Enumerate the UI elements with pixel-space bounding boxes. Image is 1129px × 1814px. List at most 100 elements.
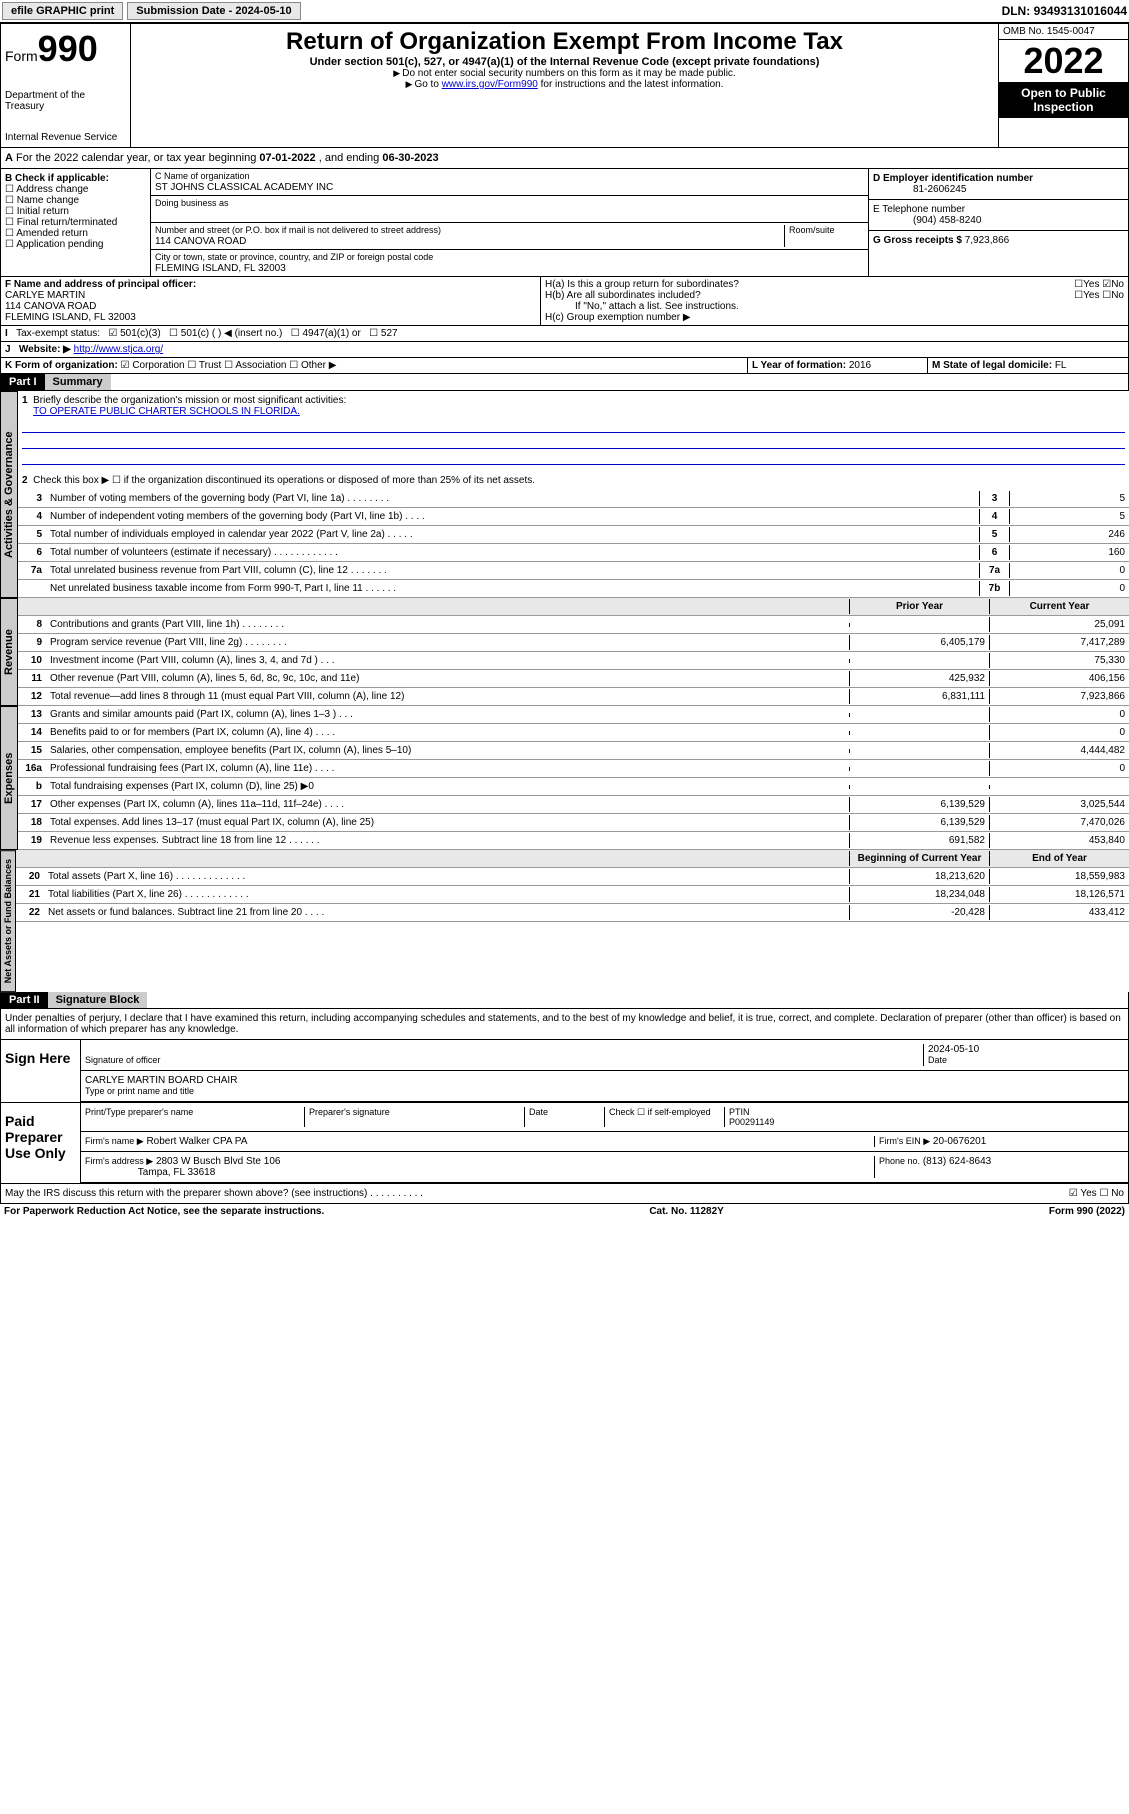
b-addr-change[interactable]: ☐ Address change (5, 184, 88, 195)
firm-name: Robert Walker CPA PA (146, 1136, 247, 1147)
gov-row: 3Number of voting members of the governi… (18, 490, 1129, 508)
k-other[interactable]: Other ▶ (301, 360, 336, 371)
phone-label: Phone no. (879, 1156, 920, 1166)
discuss-no[interactable]: No (1111, 1188, 1124, 1199)
b-name-change[interactable]: ☐ Name change (5, 195, 79, 206)
discuss-text: May the IRS discuss this return with the… (5, 1188, 1069, 1199)
instr2-link[interactable]: www.irs.gov/Form990 (442, 79, 538, 90)
i-501c3[interactable]: 501(c)(3) (120, 328, 161, 339)
section-fh: F Name and address of principal officer:… (0, 277, 1129, 326)
firm-ein-label: Firm's EIN ▶ (879, 1136, 930, 1146)
subdate-btn[interactable]: Submission Date - 2024-05-10 (127, 2, 300, 20)
line2: 2 Check this box ▶ ☐ if the organization… (18, 471, 1129, 490)
exp-row: 15Salaries, other compensation, employee… (18, 742, 1129, 760)
part2-title: Signature Block (48, 992, 148, 1008)
i-501c[interactable]: 501(c) ( ) ◀ (insert no.) (181, 328, 283, 339)
f-name: CARLYE MARTIN (5, 290, 85, 301)
c-city: FLEMING ISLAND, FL 32003 (155, 263, 286, 274)
section-klm: K Form of organization: ☑ Corporation ☐ … (0, 358, 1129, 374)
dln-label: DLN: (1002, 4, 1034, 18)
period-mid: , and ending (316, 152, 383, 164)
ptin: P00291149 (729, 1117, 774, 1127)
col-current: Current Year (989, 599, 1129, 614)
firm-addr2: Tampa, FL 33618 (138, 1167, 215, 1178)
c-city-label: City or town, state or province, country… (155, 252, 433, 262)
exp-row: 18Total expenses. Add lines 13–17 (must … (18, 814, 1129, 832)
ptin-label: PTIN (729, 1107, 750, 1117)
part1-num: Part I (1, 374, 45, 390)
k-assoc[interactable]: Association (235, 360, 286, 371)
b4: Amended return (16, 228, 88, 239)
col-begin: Beginning of Current Year (849, 851, 989, 866)
period-row: A For the 2022 calendar year, or tax yea… (0, 148, 1129, 169)
period-end: 06-30-2023 (382, 152, 438, 164)
exp-row: 13Grants and similar amounts paid (Part … (18, 706, 1129, 724)
rev-hdr: Prior YearCurrent Year (18, 598, 1129, 616)
part2-num: Part II (1, 992, 48, 1008)
sign-here-block: Sign Here Signature of officer2024-05-10… (0, 1040, 1129, 1103)
dept-label: Department of the Treasury (5, 90, 126, 112)
period-begin: 07-01-2022 (259, 152, 315, 164)
b-initial[interactable]: ☐ Initial return (5, 206, 69, 217)
b-app-pending[interactable]: ☐ Application pending (5, 239, 104, 250)
discuss-yes[interactable]: Yes (1080, 1188, 1096, 1199)
part2-hdr: Part IISignature Block (0, 992, 1129, 1009)
rev-row: 11Other revenue (Part VIII, column (A), … (18, 670, 1129, 688)
check-self[interactable]: Check ☐ if self-employed (605, 1107, 725, 1127)
b-amended[interactable]: ☐ Amended return (5, 228, 88, 239)
j-link[interactable]: http://www.stjca.org/ (74, 344, 163, 355)
part1-rev: Revenue Prior YearCurrent Year 8Contribu… (0, 598, 1129, 706)
gov-row: 5Total number of individuals employed in… (18, 526, 1129, 544)
f-addr1: 114 CANOVA ROAD (5, 301, 96, 312)
period-pre: For the 2022 calendar year, or tax year … (16, 152, 259, 164)
net-row: 22Net assets or fund balances. Subtract … (16, 904, 1129, 922)
firm-ein: 20-0676201 (933, 1136, 986, 1147)
b-final[interactable]: ☐ Final return/terminated (5, 217, 117, 228)
part1-gov: Activities & Governance 1 Briefly descri… (0, 391, 1129, 598)
l-label: L Year of formation: (752, 360, 846, 371)
m-label: M State of legal domicile: (932, 360, 1052, 371)
i-527[interactable]: 527 (381, 328, 398, 339)
footer-mid: Cat. No. 11282Y (649, 1206, 723, 1217)
date-label: Date (928, 1055, 947, 1065)
line1-label: Briefly describe the organization's miss… (33, 395, 346, 406)
top-bar: efile GRAPHIC print Submission Date - 20… (0, 0, 1129, 23)
k-corp[interactable]: Corporation (132, 360, 184, 371)
b0: Address change (16, 184, 88, 195)
section-h: H(a) Is this a group return for subordin… (541, 277, 1128, 325)
part1-exp: Expenses 13Grants and similar amounts pa… (0, 706, 1129, 850)
tax-year: 2022 (999, 40, 1128, 82)
rev-row: 12Total revenue—add lines 8 through 11 (… (18, 688, 1129, 706)
hb-label: H(b) Are all subordinates included? (545, 290, 701, 301)
k-trust[interactable]: Trust (199, 360, 221, 371)
col-end: End of Year (989, 851, 1129, 866)
footer-left: For Paperwork Reduction Act Notice, see … (4, 1206, 324, 1217)
irs-label: Internal Revenue Service (5, 132, 126, 143)
tab-rev: Revenue (0, 598, 18, 706)
efile-btn[interactable]: efile GRAPHIC print (2, 2, 123, 20)
line1: 1 Briefly describe the organization's mi… (18, 391, 1129, 471)
net-row: 21Total liabilities (Part X, line 26) . … (16, 886, 1129, 904)
form-header: Form990 Department of the Treasury Inter… (0, 23, 1129, 148)
hb-no[interactable]: No (1111, 290, 1124, 301)
c-name: ST JOHNS CLASSICAL ACADEMY INC (155, 182, 333, 193)
i-4947[interactable]: 4947(a)(1) or (302, 328, 360, 339)
b3: Final return/terminated (17, 217, 118, 228)
c-addr-label: Number and street (or P.O. box if mail i… (155, 225, 441, 235)
section-b: B Check if applicable: ☐ Address change … (1, 169, 151, 276)
form-subtitle: Under section 501(c), 527, or 4947(a)(1)… (135, 56, 994, 68)
officer-name: CARLYE MARTIN BOARD CHAIR (85, 1075, 237, 1086)
sig-officer-label: Signature of officer (85, 1055, 160, 1065)
ha-no[interactable]: No (1111, 279, 1124, 290)
line1-val: TO OPERATE PUBLIC CHARTER SCHOOLS IN FLO… (33, 406, 300, 417)
exp-row: bTotal fundraising expenses (Part IX, co… (18, 778, 1129, 796)
ha-yes[interactable]: Yes (1083, 279, 1099, 290)
hb-yes[interactable]: Yes (1083, 290, 1099, 301)
d-label: D Employer identification number (873, 173, 1033, 184)
open-public: Open to Public Inspection (999, 82, 1128, 118)
exp-row: 19Revenue less expenses. Subtract line 1… (18, 832, 1129, 850)
j-label: Website: ▶ (19, 344, 71, 355)
gov-row: Net unrelated business taxable income fr… (18, 580, 1129, 598)
k-label: K Form of organization: (5, 360, 118, 371)
rev-row: 10Investment income (Part VIII, column (… (18, 652, 1129, 670)
